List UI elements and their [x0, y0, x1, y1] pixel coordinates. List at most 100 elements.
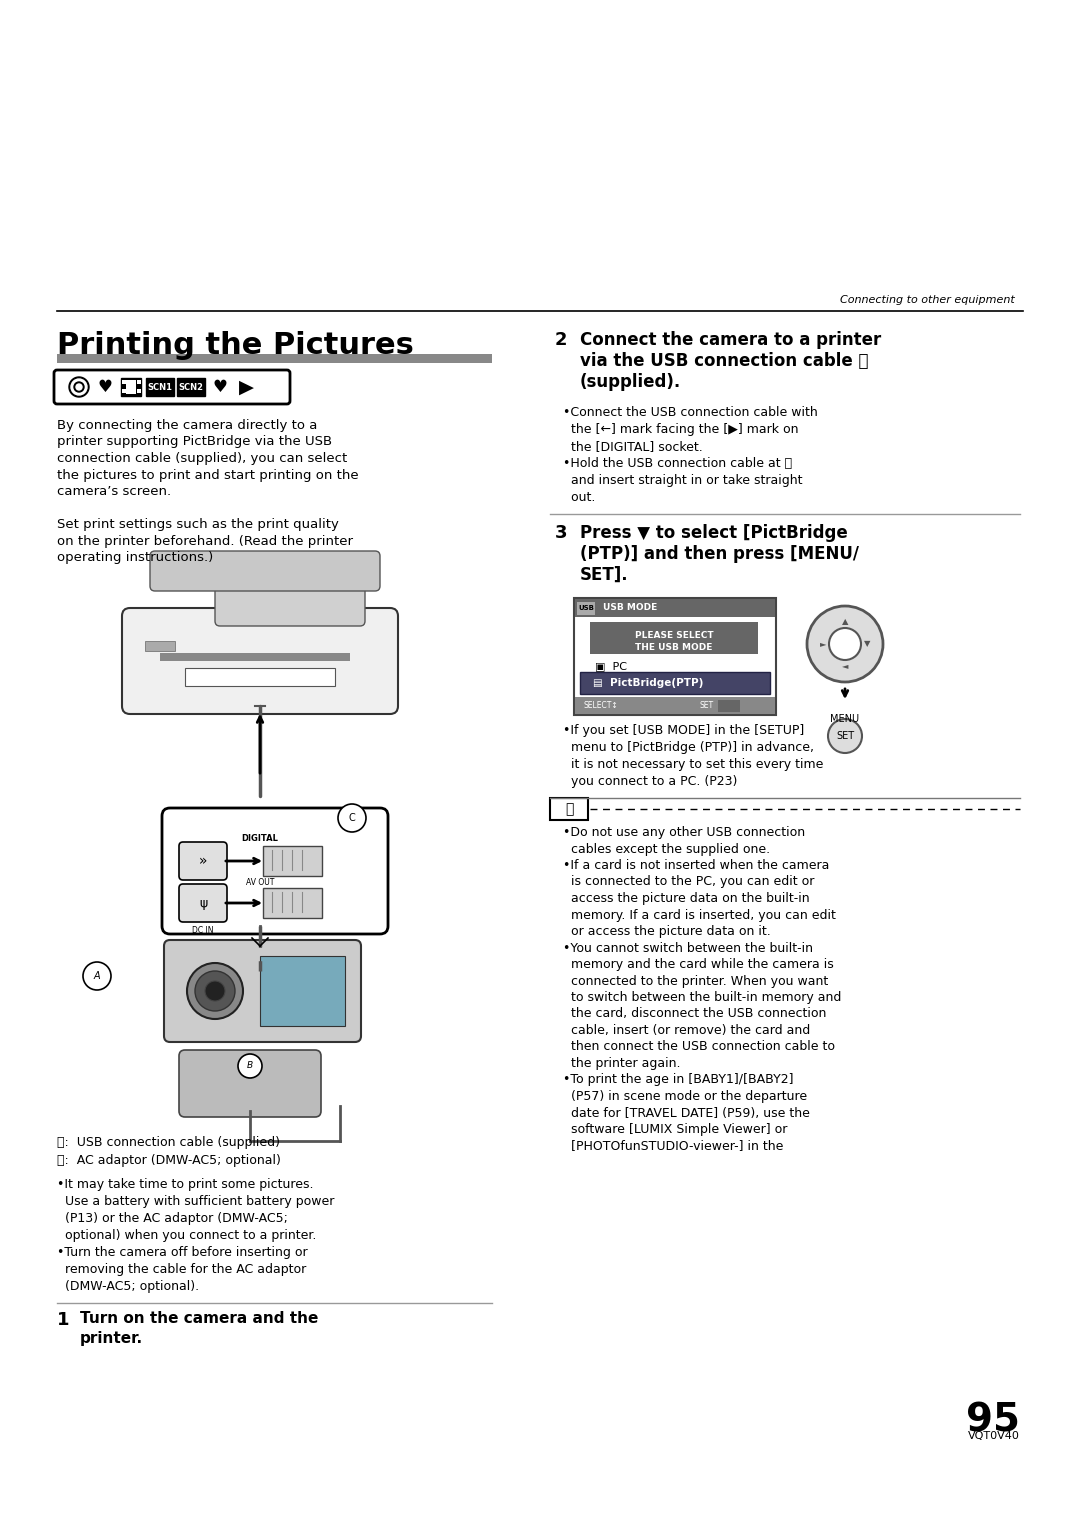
Bar	[121, 378, 141, 397]
Bar	[122, 380, 126, 385]
Text: ►: ►	[820, 639, 826, 649]
Text: cables except the supplied one.: cables except the supplied one.	[563, 842, 770, 856]
Text: via the USB connection cable Ⓐ: via the USB connection cable Ⓐ	[580, 353, 868, 369]
Text: Use a battery with sufficient battery power: Use a battery with sufficient battery po…	[57, 1195, 335, 1209]
Bar	[160, 653, 350, 661]
Text: and insert straight in or take straight: and insert straight in or take straight	[563, 475, 802, 487]
Text: connected to the printer. When you want: connected to the printer. When you want	[563, 975, 828, 987]
Text: DC IN: DC IN	[192, 926, 214, 935]
FancyBboxPatch shape	[164, 940, 361, 1042]
Bar	[146, 378, 174, 397]
Text: removing the cable for the AC adaptor: removing the cable for the AC adaptor	[57, 1264, 307, 1276]
Text: printer.: printer.	[80, 1331, 144, 1346]
Circle shape	[828, 719, 862, 752]
Text: the card, disconnect the USB connection: the card, disconnect the USB connection	[563, 1007, 826, 1021]
Text: to switch between the built-in memory and: to switch between the built-in memory an…	[563, 990, 841, 1004]
Text: (PTP)] and then press [MENU/: (PTP)] and then press [MENU/	[580, 545, 859, 563]
Text: 1: 1	[57, 1311, 69, 1329]
Bar	[260, 955, 345, 1025]
Circle shape	[829, 629, 861, 661]
Text: MENU: MENU	[831, 714, 860, 723]
Text: then connect the USB connection cable to: then connect the USB connection cable to	[563, 1041, 835, 1053]
Bar	[177, 378, 205, 397]
Text: SCN2: SCN2	[178, 383, 203, 392]
Text: •Connect the USB connection cable with: •Connect the USB connection cable with	[563, 406, 818, 420]
Circle shape	[76, 385, 82, 391]
Text: memory. If a card is inserted, you can edit: memory. If a card is inserted, you can e…	[563, 908, 836, 922]
FancyBboxPatch shape	[215, 562, 365, 626]
Text: Turn on the camera and the: Turn on the camera and the	[80, 1311, 319, 1326]
Text: software [LUMIX Simple Viewer] or: software [LUMIX Simple Viewer] or	[563, 1123, 787, 1135]
Text: printer supporting PictBridge via the USB: printer supporting PictBridge via the US…	[57, 435, 333, 449]
FancyBboxPatch shape	[150, 551, 380, 591]
Circle shape	[238, 1054, 262, 1077]
Text: Connecting to other equipment: Connecting to other equipment	[840, 295, 1015, 305]
Text: Press ▼ to select [PictBridge: Press ▼ to select [PictBridge	[580, 523, 848, 542]
FancyBboxPatch shape	[264, 888, 322, 919]
Text: ψ: ψ	[199, 896, 207, 909]
Bar	[575, 697, 775, 714]
FancyBboxPatch shape	[54, 369, 291, 404]
Text: DIGITAL: DIGITAL	[242, 835, 279, 842]
Text: »: »	[199, 855, 207, 868]
Text: (P57) in scene mode or the departure: (P57) in scene mode or the departure	[563, 1090, 807, 1103]
Bar	[126, 380, 136, 394]
FancyBboxPatch shape	[264, 845, 322, 876]
Text: on the printer beforehand. (Read the printer: on the printer beforehand. (Read the pri…	[57, 534, 353, 548]
Text: ▤  PictBridge(PTP): ▤ PictBridge(PTP)	[593, 678, 703, 688]
Bar	[590, 623, 758, 655]
Circle shape	[75, 382, 84, 392]
Text: the [DIGITAL] socket.: the [DIGITAL] socket.	[563, 439, 703, 453]
Text: B: B	[247, 1062, 253, 1071]
Text: connection cable (supplied), you can select: connection cable (supplied), you can sel…	[57, 452, 348, 465]
Circle shape	[195, 971, 235, 1012]
Text: SCN1: SCN1	[148, 383, 173, 392]
Bar	[580, 671, 770, 694]
Text: Printing the Pictures: Printing the Pictures	[57, 331, 414, 360]
Text: •If a card is not inserted when the camera: •If a card is not inserted when the came…	[563, 859, 829, 871]
Text: out.: out.	[563, 491, 595, 504]
Bar	[550, 798, 588, 819]
Text: By connecting the camera directly to a: By connecting the camera directly to a	[57, 420, 318, 432]
Bar	[718, 700, 740, 713]
Text: (P13) or the AC adaptor (DMW-AC5;: (P13) or the AC adaptor (DMW-AC5;	[57, 1212, 288, 1225]
Text: SET].: SET].	[580, 566, 629, 584]
Bar	[57, 354, 492, 363]
Text: THE USB MODE: THE USB MODE	[635, 644, 713, 653]
Text: it is not necessary to set this every time: it is not necessary to set this every ti…	[563, 758, 823, 771]
Bar	[185, 668, 335, 687]
Bar	[145, 641, 175, 652]
Text: A: A	[94, 971, 100, 981]
FancyBboxPatch shape	[122, 607, 399, 714]
Bar	[577, 601, 595, 615]
Text: AV OUT: AV OUT	[246, 877, 274, 887]
Text: (supplied).: (supplied).	[580, 372, 681, 391]
Text: VQT0V40: VQT0V40	[968, 1431, 1020, 1441]
FancyBboxPatch shape	[573, 598, 777, 716]
Text: optional) when you connect to a printer.: optional) when you connect to a printer.	[57, 1228, 316, 1242]
Text: camera’s screen.: camera’s screen.	[57, 485, 171, 497]
Text: Ⓐ:  USB connection cable (supplied): Ⓐ: USB connection cable (supplied)	[57, 1135, 280, 1149]
Text: date for [TRAVEL DATE] (P59), use the: date for [TRAVEL DATE] (P59), use the	[563, 1106, 810, 1120]
FancyBboxPatch shape	[162, 807, 388, 934]
Circle shape	[807, 606, 883, 682]
Text: •To print the age in [BABY1]/[BABY2]: •To print the age in [BABY1]/[BABY2]	[563, 1073, 794, 1087]
Text: ▼: ▼	[864, 639, 870, 649]
Text: 📋: 📋	[565, 803, 573, 816]
Text: the printer again.: the printer again.	[563, 1058, 680, 1070]
Circle shape	[187, 963, 243, 1019]
Text: Connect the camera to a printer: Connect the camera to a printer	[580, 331, 881, 349]
Text: •Hold the USB connection cable at Ⓒ: •Hold the USB connection cable at Ⓒ	[563, 456, 792, 470]
Text: •Turn the camera off before inserting or: •Turn the camera off before inserting or	[57, 1247, 308, 1259]
Circle shape	[69, 377, 89, 397]
FancyBboxPatch shape	[179, 1050, 321, 1117]
Bar	[137, 389, 141, 394]
Bar	[122, 389, 126, 394]
Text: SET: SET	[700, 702, 714, 711]
Text: •If you set [USB MODE] in the [SETUP]: •If you set [USB MODE] in the [SETUP]	[563, 723, 805, 737]
Text: USB: USB	[578, 604, 594, 610]
Text: ▣  PC: ▣ PC	[595, 661, 627, 671]
Text: SELECT↕: SELECT↕	[583, 702, 618, 711]
Text: SET: SET	[836, 731, 854, 742]
Text: •You cannot switch between the built-in: •You cannot switch between the built-in	[563, 942, 813, 954]
